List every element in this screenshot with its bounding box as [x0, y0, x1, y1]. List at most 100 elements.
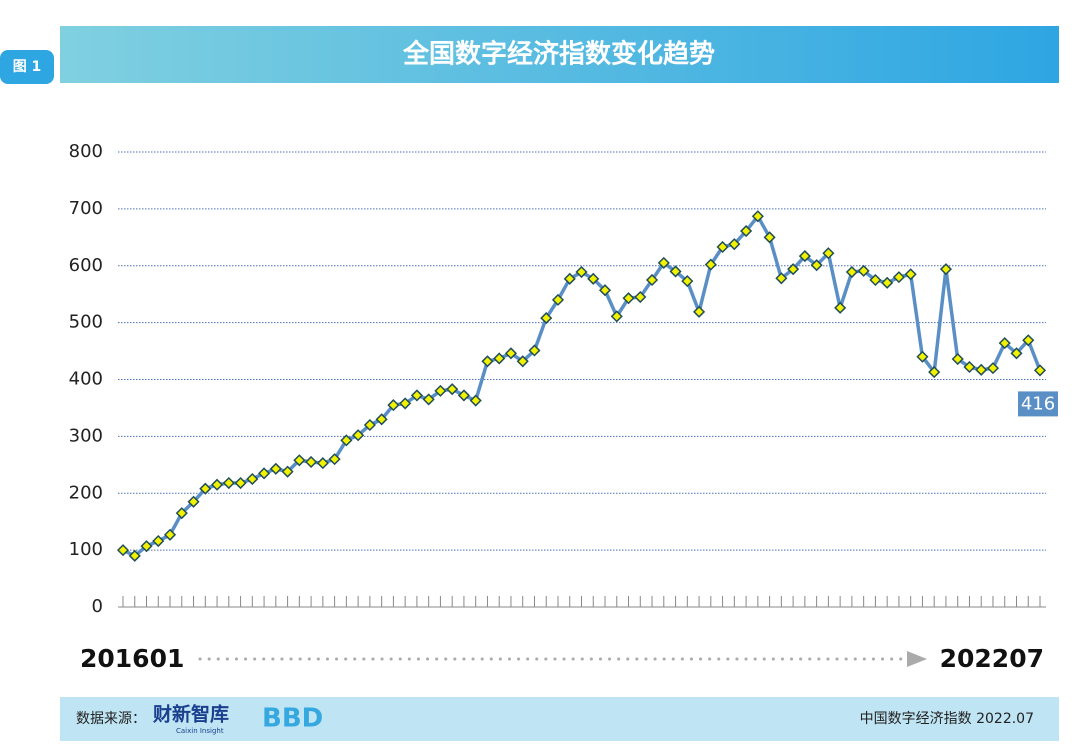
footer-bar: [60, 697, 1059, 741]
marker: [1033, 364, 1047, 377]
marker: [904, 268, 917, 281]
marker: [516, 355, 529, 368]
marker: [352, 429, 365, 442]
marker: [775, 272, 788, 285]
marker: [340, 434, 353, 447]
y-tick-label: 100: [69, 539, 103, 560]
footer-note: 中国数字经济指数 2022.07: [860, 711, 1034, 727]
marker: [234, 476, 247, 490]
marker: [622, 292, 635, 305]
marker: [316, 457, 329, 470]
marker: [986, 362, 1000, 375]
marker: [916, 350, 929, 363]
marker: [693, 305, 706, 318]
marker: [493, 352, 506, 365]
brand: 财新智库: [153, 703, 229, 726]
marker: [328, 453, 341, 466]
brand-en: Caixin Insight: [176, 727, 224, 735]
marker: [152, 534, 165, 548]
marker: [587, 272, 600, 285]
marker: [939, 263, 953, 276]
marker: [187, 495, 200, 508]
marker: [669, 265, 682, 278]
marker: [128, 549, 141, 562]
marker: [845, 265, 858, 279]
marker: [704, 258, 717, 271]
y-tick-label: 600: [69, 255, 103, 276]
x-tick-label: 202207: [940, 644, 1044, 673]
marker: [269, 462, 282, 475]
marker: [504, 347, 518, 360]
marker: [387, 399, 400, 412]
source-label: 数据来源：: [76, 711, 146, 727]
marker: [598, 284, 612, 297]
header-bar: [60, 26, 1059, 83]
marker: [175, 507, 188, 520]
marker: [716, 240, 729, 254]
logo: BBD: [262, 704, 323, 734]
arrow-head: [907, 651, 927, 667]
y-tick-label: 700: [69, 198, 103, 219]
marker: [363, 418, 376, 432]
marker: [857, 264, 870, 277]
y-tick-label: 0: [92, 596, 103, 617]
marker: [434, 384, 447, 397]
marker: [140, 540, 153, 553]
marker: [246, 472, 259, 486]
y-tick-label: 200: [69, 482, 103, 503]
marker: [199, 482, 212, 495]
marker: [563, 272, 576, 285]
chart-title: 全国数字经济指数变化趋势: [402, 39, 715, 70]
marker: [163, 528, 177, 541]
y-tick-label: 400: [69, 369, 103, 390]
marker: [892, 271, 905, 284]
marker: [375, 413, 388, 426]
marker: [1010, 347, 1023, 360]
badge-bg: [0, 50, 54, 84]
marker: [258, 467, 271, 480]
marker: [963, 360, 976, 374]
marker: [457, 389, 470, 402]
marker: [305, 455, 318, 469]
marker: [645, 273, 659, 287]
value-label-bg: [1018, 391, 1058, 417]
marker: [210, 478, 224, 491]
marker: [881, 276, 894, 289]
marker: [446, 383, 459, 396]
marker: [951, 352, 964, 366]
marker: [657, 256, 670, 269]
marker: [422, 393, 435, 406]
marker: [810, 259, 823, 272]
marker: [822, 247, 835, 260]
marker: [610, 310, 623, 323]
marker: [798, 250, 811, 263]
marker: [728, 238, 741, 251]
marker: [575, 265, 588, 279]
marker: [975, 363, 988, 376]
marker: [481, 355, 494, 368]
marker: [528, 344, 541, 357]
value-label: 416: [1021, 393, 1055, 414]
y-tick-label: 500: [69, 312, 103, 333]
badge: 图 1: [13, 59, 42, 75]
marker: [834, 301, 847, 314]
y-tick-label: 800: [69, 141, 103, 162]
marker: [998, 337, 1011, 350]
marker: [540, 312, 553, 325]
marker: [681, 275, 694, 288]
marker: [281, 465, 294, 478]
marker: [222, 476, 235, 490]
marker: [751, 210, 764, 223]
marker: [116, 544, 130, 557]
marker: [634, 290, 647, 304]
marker: [869, 273, 882, 287]
marker: [1022, 334, 1035, 347]
marker: [551, 293, 565, 306]
marker: [410, 389, 423, 402]
y-tick-label: 300: [69, 425, 103, 446]
x-tick-label: 201601: [80, 644, 184, 673]
marker: [787, 263, 800, 276]
marker: [293, 454, 306, 467]
marker: [763, 231, 776, 244]
